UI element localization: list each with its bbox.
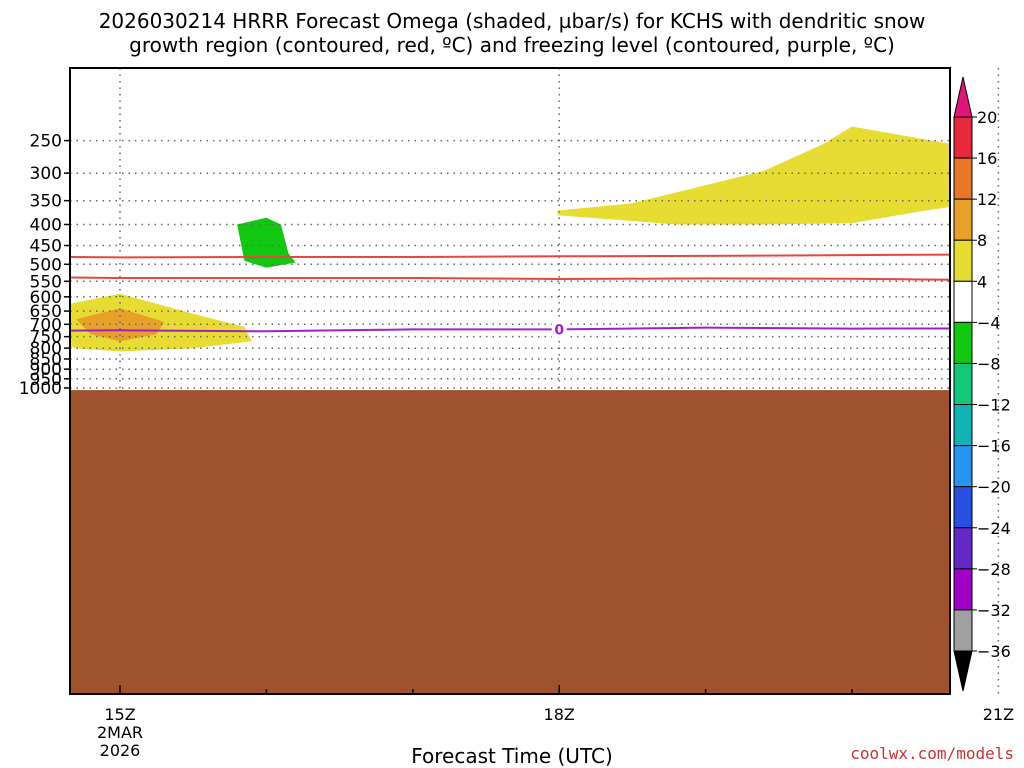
colorbar-segment-10 <box>953 527 973 570</box>
y-tick-label-600: 600 <box>30 288 62 308</box>
y-tick-label-300: 300 <box>30 164 62 184</box>
ground-layer <box>70 390 950 694</box>
colorbar: 20 16 12 8 4 −4 −8 −12 −16 −20 −24 −28 −32 −36 <box>953 76 1011 692</box>
colorbar-segment-7 <box>953 404 973 447</box>
colorbar-label-4: 4 <box>977 272 987 291</box>
axes: 250 300 350 4004505005506006507007508008509… <box>19 132 1014 760</box>
colorbar-label-16: 16 <box>977 149 997 168</box>
colorbar-segment-0 <box>953 116 973 159</box>
x-tick-sublabel: 2026 <box>100 741 141 760</box>
y-tick-label-650: 650 <box>30 302 62 322</box>
colorbar-segment-5 <box>953 321 973 364</box>
credit-text: coolwx.com/models <box>850 744 1014 763</box>
colorbar-segment-6 <box>953 362 973 406</box>
omega-region-8 <box>237 217 296 268</box>
colorbar-label--12: −12 <box>977 396 1011 415</box>
colorbar-label--4: −4 <box>977 313 1001 332</box>
y-tick-label-350: 350 <box>30 192 62 212</box>
colorbar-segment-2 <box>953 198 973 241</box>
y-tick-label-850: 850 <box>30 350 62 370</box>
grid-lines <box>70 68 1000 694</box>
contour-line-0 <box>70 326 950 333</box>
y-tick-label-550: 550 <box>30 272 62 292</box>
x-axis-label: Forecast Time (UTC) <box>411 744 613 768</box>
colorbar-label--20: −20 <box>977 478 1011 497</box>
x-tick-label-15Z: 15Z <box>104 705 135 724</box>
chart-title-line-2: growth region (contoured, red, ºC) and f… <box>129 33 895 57</box>
y-tick-label-700: 700 <box>30 315 62 335</box>
y-tick-label-950: 950 <box>30 370 62 390</box>
y-tick-label-250: 250 <box>30 132 62 152</box>
colorbar-label--16: −16 <box>977 437 1011 456</box>
y-tick-label-800: 800 <box>30 339 62 359</box>
temperature-contours: -18-18-12000 <box>70 253 950 338</box>
colorbar-segment-4 <box>953 280 973 323</box>
colorbar-segment-11 <box>953 568 973 611</box>
colorbar-segment-1 <box>953 157 973 200</box>
contour-line--12 <box>70 276 950 281</box>
colorbar-label--8: −8 <box>977 354 1001 373</box>
omega-region-1 <box>998 153 1024 260</box>
plot-frame <box>69 67 951 695</box>
contour-label-bg <box>551 321 567 338</box>
x-tick-sublabel: 2MAR <box>97 723 143 742</box>
contour-line--18 <box>70 253 950 259</box>
y-tick-label-500: 500 <box>30 255 62 275</box>
colorbar-label--36: −36 <box>977 642 1011 661</box>
y-tick-label-750: 750 <box>30 328 62 348</box>
y-tick-label-400: 400 <box>30 215 62 235</box>
colorbar-label-20: 20 <box>977 108 997 127</box>
colorbar-label--28: −28 <box>977 560 1011 579</box>
y-tick-label-900: 900 <box>30 360 62 380</box>
colorbar-segment-8 <box>953 445 973 488</box>
colorbar-bottom-arrow <box>953 650 973 692</box>
chart-title-line-1: 2026030214 HRRR Forecast Omega (shaded, … <box>98 9 926 33</box>
colorbar-label--32: −32 <box>977 601 1011 620</box>
y-tick-label-1000: 1000 <box>19 379 62 399</box>
colorbar-segment-3 <box>953 239 973 282</box>
x-tick-label-21Z: 21Z <box>983 705 1014 724</box>
contour-label-0: 0 <box>554 322 564 338</box>
colorbar-label--24: −24 <box>977 519 1011 538</box>
colorbar-segment-9 <box>953 486 973 529</box>
colorbar-top-arrow <box>953 76 973 118</box>
omega-region-5 <box>76 308 164 342</box>
colorbar-segment-12 <box>953 609 973 652</box>
colorbar-label-12: 12 <box>977 190 997 209</box>
colorbar-label-8: 8 <box>977 231 987 250</box>
y-tick-label-450: 450 <box>30 236 62 256</box>
x-tick-label-18Z: 18Z <box>544 705 575 724</box>
ground-fill <box>70 390 950 694</box>
